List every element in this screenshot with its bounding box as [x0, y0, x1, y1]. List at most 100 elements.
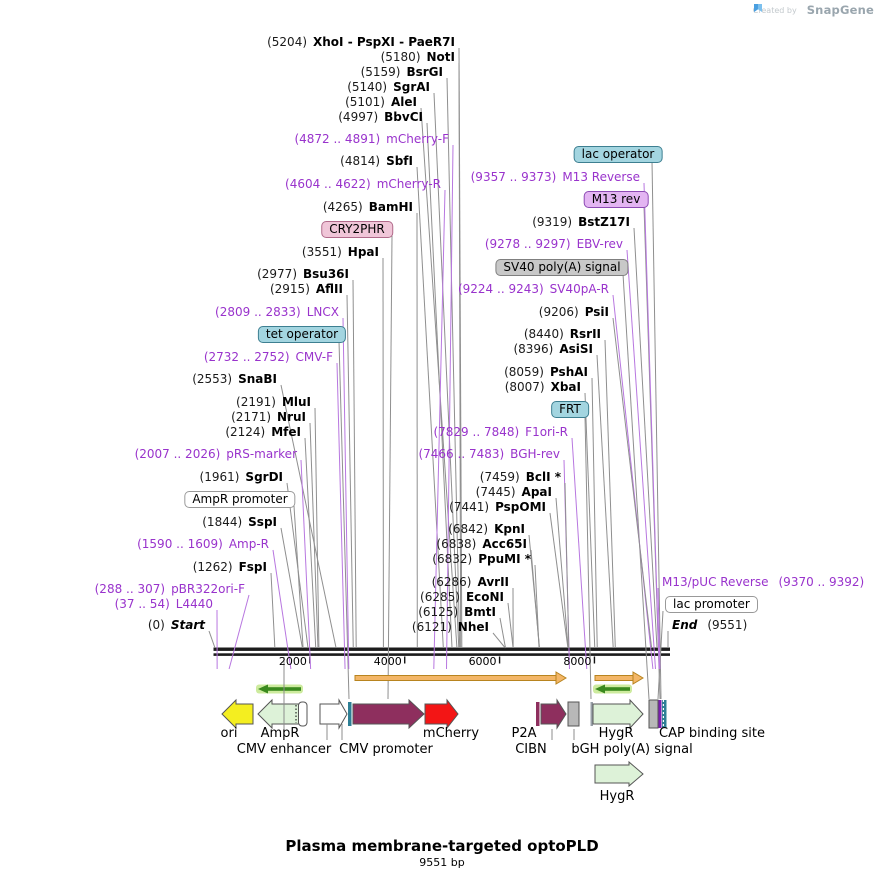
enzyme-label-pshai[interactable]: (8059) PshAI	[504, 365, 588, 379]
enzyme-label-avrii[interactable]: (6286) AvrII	[432, 575, 509, 589]
site-name: HpaI	[347, 245, 379, 259]
feature-name-label-mcherry[interactable]: mCherry	[422, 726, 480, 741]
enzyme-label-ppumi-[interactable]: (6832) PpuMI *	[432, 552, 531, 566]
feature-name-label-ori[interactable]: ori	[220, 726, 238, 741]
feature-badge-m13-rev[interactable]: M13 rev	[583, 191, 649, 208]
enzyme-label-aflii[interactable]: (2915) AflII	[270, 282, 343, 296]
feature-name-label-hygr[interactable]: HygR	[599, 789, 635, 804]
enzyme-label-nrui[interactable]: (2171) NruI	[231, 410, 306, 424]
primer-label-ebv-rev[interactable]: (9278 .. 9297) EBV-rev	[485, 237, 623, 251]
enzyme-label-bsu36i[interactable]: (2977) Bsu36I	[257, 267, 349, 281]
enzyme-label-xhoi-pspxi-paer7i[interactable]: (5204) XhoI - PspXI - PaeR7I	[267, 35, 455, 49]
feature-name-label-cibn[interactable]: CIBN	[515, 742, 547, 757]
feature-badge-cry2phr[interactable]: CRY2PHR	[321, 221, 393, 238]
primer-label-l4440[interactable]: (37 .. 54) L4440	[115, 597, 213, 611]
feature-name-label-cmv-enhancer[interactable]: CMV enhancer	[236, 742, 332, 757]
primer-label-m13-puc-reverse[interactable]: M13/pUC Reverse (9370 .. 9392)	[662, 575, 864, 589]
enzyme-leader-line	[534, 564, 540, 649]
feature-p2a[interactable]	[536, 702, 540, 726]
feature-badge-lac-operator[interactable]: lac operator	[573, 146, 663, 163]
feature-badge-ampr-promoter[interactable]: AmpR promoter	[184, 491, 296, 508]
feature-hygr[interactable]	[594, 760, 644, 788]
feature-name-label-ampr[interactable]: AmpR	[260, 726, 300, 741]
primer-label-cmv-f[interactable]: (2732 .. 2752) CMV-F	[204, 350, 333, 364]
feature-ori[interactable]	[221, 698, 254, 730]
feature-cmv-enhancer[interactable]	[319, 698, 348, 730]
enzyme-label-bstz17i[interactable]: (9319) BstZ17I	[532, 215, 630, 229]
orf-arrow-green[interactable]	[604, 687, 630, 691]
primer-label-m13-reverse[interactable]: (9357 .. 9373) M13 Reverse	[471, 170, 640, 184]
enzyme-label-sbfi[interactable]: (4814) SbfI	[340, 154, 413, 168]
enzyme-label-rsrii[interactable]: (8440) RsrII	[524, 327, 601, 341]
primer-leader-line	[643, 182, 660, 670]
enzyme-label-psii[interactable]: (9206) PsiI	[539, 305, 609, 319]
feature-cap-binding-site[interactable]	[662, 700, 667, 728]
enzyme-label-bmti[interactable]: (6125) BmtI	[418, 605, 496, 619]
enzyme-label-bcli-[interactable]: (7459) BclI *	[480, 470, 561, 484]
enzyme-label-noti[interactable]: (5180) NotI	[381, 50, 455, 64]
feature-badge-frt[interactable]: FRT	[551, 401, 589, 418]
feature-badge-sv40-poly-a-signal[interactable]: SV40 poly(A) signal	[495, 259, 629, 276]
enzyme-label-bamhi[interactable]: (4265) BamHI	[323, 200, 413, 214]
site-position: (2809 .. 2833)	[215, 305, 301, 319]
enzyme-label-apai[interactable]: (7445) ApaI	[476, 485, 552, 499]
feature-name-label-cmv-promoter[interactable]: CMV promoter	[339, 742, 433, 757]
enzyme-label-alei[interactable]: (5101) AleI	[345, 95, 417, 109]
primer-label-prs-marker[interactable]: (2007 .. 2026) pRS-marker	[135, 447, 297, 461]
primer-label-amp-r[interactable]: (1590 .. 1609) Amp-R	[137, 537, 269, 551]
enzyme-leader-line	[304, 437, 317, 649]
primer-label-sv40pa-r[interactable]: (9224 .. 9243) SV40pA-R	[458, 282, 609, 296]
enzyme-label-sspi[interactable]: (1844) SspI	[202, 515, 277, 529]
site-position: (5101)	[345, 95, 385, 109]
enzyme-label-nhei[interactable]: (6121) NheI	[412, 620, 489, 634]
enzyme-label-mfei[interactable]: (2124) MfeI	[225, 425, 301, 439]
feature-hygr[interactable]	[592, 698, 644, 730]
enzyme-label-fspi[interactable]: (1262) FspI	[193, 560, 267, 574]
primer-label-f1ori-r[interactable]: (7829 .. 7848) F1ori-R	[433, 425, 568, 439]
feature-frt[interactable]	[590, 702, 594, 726]
primer-label-pbr322ori-f[interactable]: (288 .. 307) pBR322ori-F	[95, 582, 245, 596]
site-name: BsrGI	[406, 65, 443, 79]
feature-mcherry[interactable]	[424, 698, 459, 730]
feature-cmv-promoter[interactable]	[348, 702, 352, 726]
primer-label-bgh-rev[interactable]: (7466 .. 7483) BGH-rev	[418, 447, 560, 461]
site-name: AsiSI	[559, 342, 593, 356]
enzyme-label-econi[interactable]: (6285) EcoNI	[420, 590, 504, 604]
enzyme-label-pspomi[interactable]: (7441) PspOMI	[449, 500, 546, 514]
enzyme-label-xbai[interactable]: (8007) XbaI	[505, 380, 581, 394]
primer-label-mcherry-f[interactable]: (4872 .. 4891) mCherry-F	[294, 132, 449, 146]
feature-name-label-hygr[interactable]: HygR	[598, 726, 634, 741]
enzyme-label-hpai[interactable]: (3551) HpaI	[302, 245, 379, 259]
site-position: (1262)	[192, 560, 233, 574]
feature-name-label-p2a[interactable]: P2A	[511, 726, 537, 741]
site-name: Acc65I	[482, 537, 527, 551]
enzyme-label-acc65i[interactable]: (6838) Acc65I	[436, 537, 527, 551]
feature-badge-lac-promoter[interactable]: lac promoter	[665, 596, 758, 613]
feature-badge-tet-operator[interactable]: tet operator	[257, 326, 347, 343]
feature-name-label-bgh-poly-a-signal[interactable]: bGH poly(A) signal	[571, 742, 693, 757]
primer-label-mcherry-r[interactable]: (4604 .. 4622) mCherry-R	[285, 177, 441, 191]
primer-label-lncx[interactable]: (2809 .. 2833) LNCX	[215, 305, 339, 319]
marker-label-end[interactable]: End (9551)	[672, 618, 747, 632]
feature-end-gray-box[interactable]	[648, 699, 659, 729]
enzyme-label-snabi[interactable]: (2553) SnaBI	[192, 372, 277, 386]
feature-end-purple-bar[interactable]	[658, 700, 662, 728]
feature-name-label-cap-binding-site[interactable]: CAP binding site	[658, 726, 766, 741]
enzyme-label-bbvci[interactable]: (4997) BbvCI	[338, 110, 423, 124]
enzyme-label-sgrdi[interactable]: (1961) SgrDI	[200, 470, 283, 484]
scale-label: 4000	[373, 655, 402, 668]
enzyme-label-bsrgi[interactable]: (5159) BsrGI	[361, 65, 443, 79]
enzyme-label-asisi[interactable]: (8396) AsiSI	[513, 342, 593, 356]
marker-label-start[interactable]: (0) Start	[148, 618, 205, 632]
feature-cry2phr[interactable]	[352, 698, 425, 730]
enzyme-label-sgrai[interactable]: (5140) SgrAI	[347, 80, 430, 94]
orf-arrow-orange[interactable]	[354, 675, 557, 681]
enzyme-label-mlui[interactable]: (2191) MluI	[236, 395, 311, 409]
orf-arrow-orange[interactable]	[594, 675, 634, 681]
feature-cibn[interactable]	[540, 698, 567, 730]
feature-bgh-poly-a-signal[interactable]	[567, 701, 580, 727]
site-name: NruI	[277, 410, 306, 424]
enzyme-label-kpni[interactable]: (6842) KpnI	[448, 522, 525, 536]
feature-white-box[interactable]	[298, 701, 308, 727]
